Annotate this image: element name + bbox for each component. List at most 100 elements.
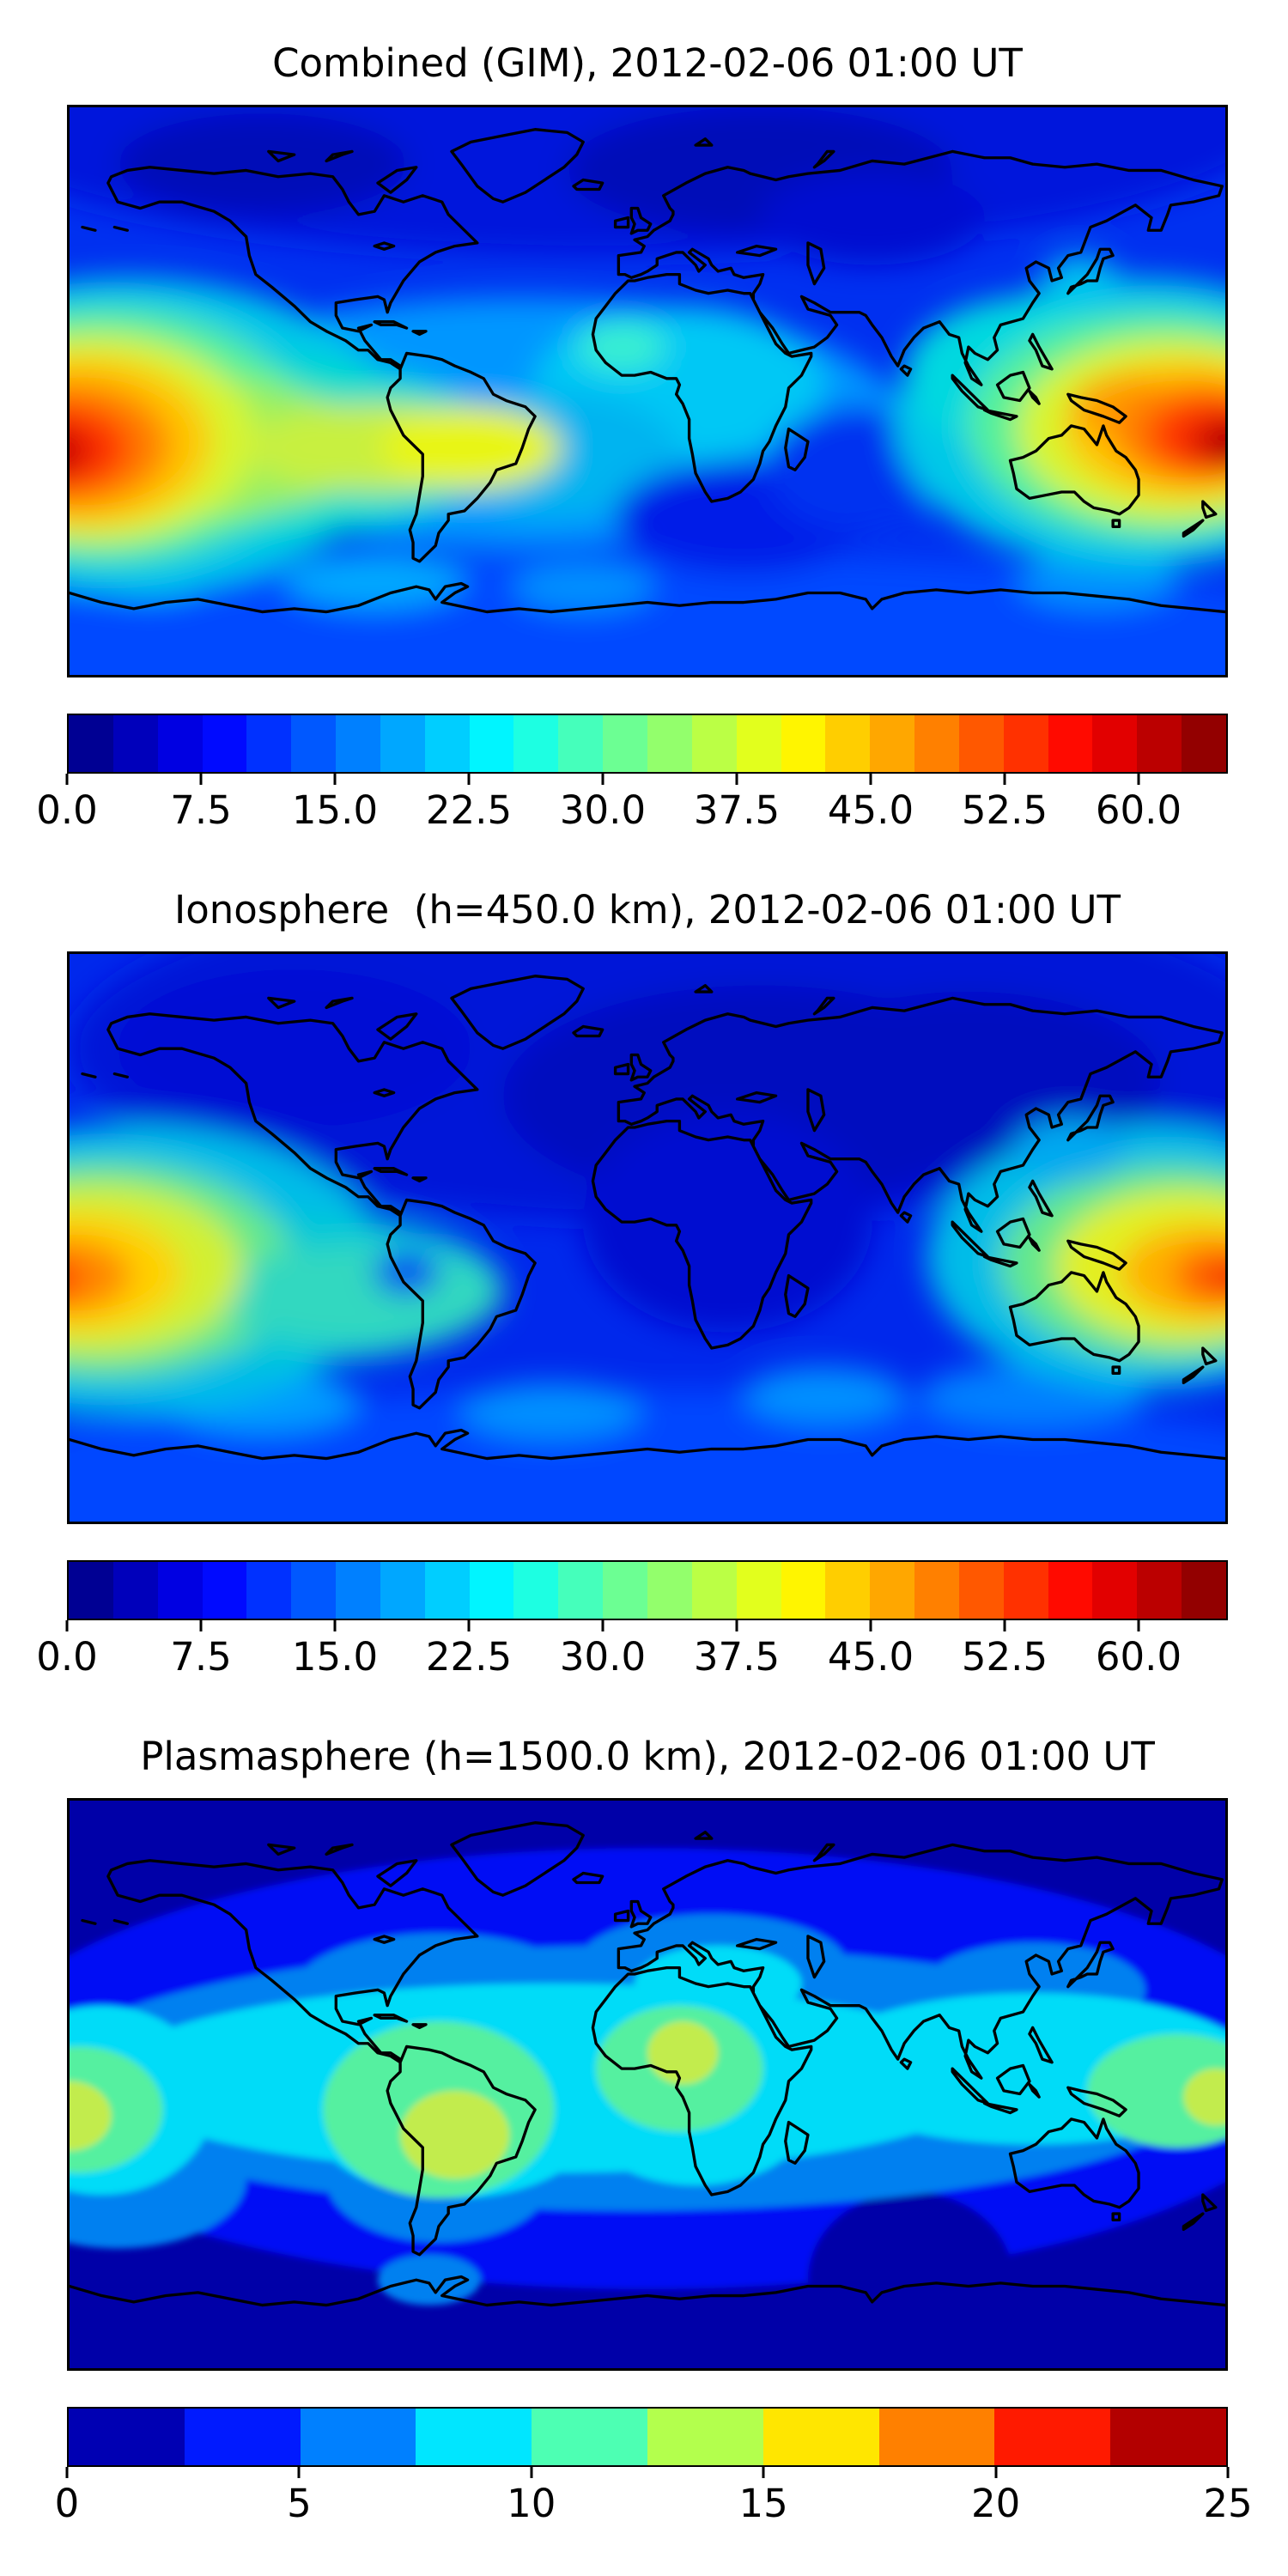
colorbar-segment xyxy=(336,1562,380,1619)
colorbar-segment xyxy=(781,715,826,772)
tick-mark xyxy=(1137,1620,1140,1631)
tick-mark xyxy=(199,1620,203,1631)
panel-plasmasphere: Plasmasphere (h=1500.0 km), 2012-02-06 0… xyxy=(55,1693,1253,2540)
colorbar-segment xyxy=(1048,715,1093,772)
coastline-path xyxy=(70,128,1225,614)
colorbar-segment xyxy=(112,1562,158,1619)
colorbar-segment xyxy=(825,1562,871,1619)
colorbar-segment xyxy=(1092,1562,1138,1619)
colorbar-segment xyxy=(291,1562,337,1619)
colorbar-segment xyxy=(1182,1562,1226,1619)
contour-blob xyxy=(374,1250,439,1295)
tick-mark xyxy=(467,774,471,785)
colorbar-ticks xyxy=(65,774,1228,786)
contour-blob xyxy=(512,561,654,612)
colorbar-segment xyxy=(424,715,470,772)
world-map-ionosphere xyxy=(67,951,1228,1524)
contour-blob xyxy=(1183,2069,1225,2126)
colorbar-segment xyxy=(424,1562,470,1619)
tick-mark xyxy=(869,1620,872,1631)
tick-mark xyxy=(735,774,738,785)
colorbar-segment xyxy=(1092,715,1138,772)
colorbar-segment xyxy=(513,715,559,772)
colorbar-gradient xyxy=(67,1560,1228,1620)
contour-blob xyxy=(70,427,93,476)
tick-mark xyxy=(65,1620,69,1631)
tick-label: 45.0 xyxy=(827,1634,914,1680)
tick-mark xyxy=(601,774,605,785)
contour-blob xyxy=(1212,1265,1225,1293)
colorbar-segment xyxy=(1110,2409,1226,2465)
colorbar-gradient xyxy=(67,714,1228,774)
tick-label: 7.5 xyxy=(170,1634,232,1680)
panel-title-combined: Combined (GIM), 2012-02-06 01:00 UT xyxy=(272,39,1023,86)
tick-label: 37.5 xyxy=(693,1634,781,1680)
colorbar-segment xyxy=(914,1562,959,1619)
tick-label: 5 xyxy=(287,2481,312,2526)
contour-blob xyxy=(1013,1117,1129,1182)
colorbar-segment xyxy=(157,1562,203,1619)
colorbar-segment xyxy=(691,1562,737,1619)
colorbar-segment xyxy=(112,715,158,772)
tick-label: 37.5 xyxy=(693,787,781,833)
tick-mark xyxy=(1137,774,1140,785)
tick-mark xyxy=(199,774,203,785)
colorbar-segment xyxy=(691,715,737,772)
colorbar-segment xyxy=(958,715,1004,772)
contour-blob xyxy=(70,2081,112,2151)
tick-label: 60.0 xyxy=(1095,1634,1182,1680)
colorbar-segment xyxy=(1137,715,1182,772)
coastline-path xyxy=(70,975,1225,1461)
tick-mark xyxy=(530,2467,533,2478)
tick-label: 22.5 xyxy=(425,1634,513,1680)
contour-blob xyxy=(576,321,667,373)
colorbar-segment xyxy=(380,1562,425,1619)
panel-ionosphere: Ionosphere (h=450.0 km), 2012-02-06 01:0… xyxy=(36,847,1228,1693)
panel-combined: Combined (GIM), 2012-02-06 01:00 UT 0.0 7… xyxy=(36,0,1228,847)
colorbar-segment xyxy=(532,2409,647,2465)
colorbar-segment xyxy=(647,715,692,772)
tick-label: 52.5 xyxy=(961,787,1048,833)
colorbar-segment xyxy=(202,715,247,772)
tick-label: 0 xyxy=(54,2481,80,2526)
colorbar-segment xyxy=(603,1562,647,1619)
colorbar-ionosphere: 0.0 7.5 15.0 22.5 30.0 37.5 45.0 52.5 60.0 xyxy=(36,1560,1228,1686)
colorbar-segment xyxy=(736,1562,781,1619)
tick-label: 22.5 xyxy=(425,787,513,833)
contour-blob xyxy=(284,551,465,609)
tick-mark xyxy=(601,1620,605,1631)
tick-mark xyxy=(1003,774,1006,785)
tick-label: 20 xyxy=(970,2481,1021,2526)
contour-blob xyxy=(70,1262,82,1296)
colorbar-segment xyxy=(246,1562,292,1619)
contour-blob xyxy=(400,2090,510,2179)
tick-label: 0.0 xyxy=(36,787,98,833)
colorbar-ticks xyxy=(65,2467,1230,2479)
world-map-plasmasphere xyxy=(67,1798,1228,2371)
colorbar-segment xyxy=(870,715,915,772)
tick-label: 10 xyxy=(507,2481,556,2526)
colorbar-segment xyxy=(69,1562,113,1619)
tick-mark xyxy=(1003,1620,1006,1631)
tick-label: 15.0 xyxy=(291,787,379,833)
contour-blob xyxy=(583,1111,872,1333)
contour-field xyxy=(70,954,1225,1522)
tick-mark xyxy=(735,1620,738,1631)
coastline-path xyxy=(70,1821,1225,2307)
colorbar-segment xyxy=(1137,1562,1182,1619)
tick-label: 0.0 xyxy=(36,1634,98,1680)
panel-title-ionosphere: Ionosphere (h=450.0 km), 2012-02-06 01:0… xyxy=(173,886,1121,933)
tick-label: 15.0 xyxy=(291,1634,379,1680)
colorbar-segment xyxy=(291,715,337,772)
tick-label: 30.0 xyxy=(559,787,647,833)
colorbar-segment xyxy=(958,1562,1004,1619)
panel-title-plasmasphere: Plasmasphere (h=1500.0 km), 2012-02-06 0… xyxy=(140,1733,1155,1779)
colorbar-segment xyxy=(878,2409,995,2465)
colorbar-segment xyxy=(558,1562,604,1619)
contour-field xyxy=(70,107,1225,675)
colorbar-gradient xyxy=(67,2407,1228,2467)
contour-blob xyxy=(1174,1247,1225,1304)
colorbar-segment xyxy=(914,715,959,772)
colorbar-segment xyxy=(558,715,604,772)
contour-blob xyxy=(647,2021,719,2085)
